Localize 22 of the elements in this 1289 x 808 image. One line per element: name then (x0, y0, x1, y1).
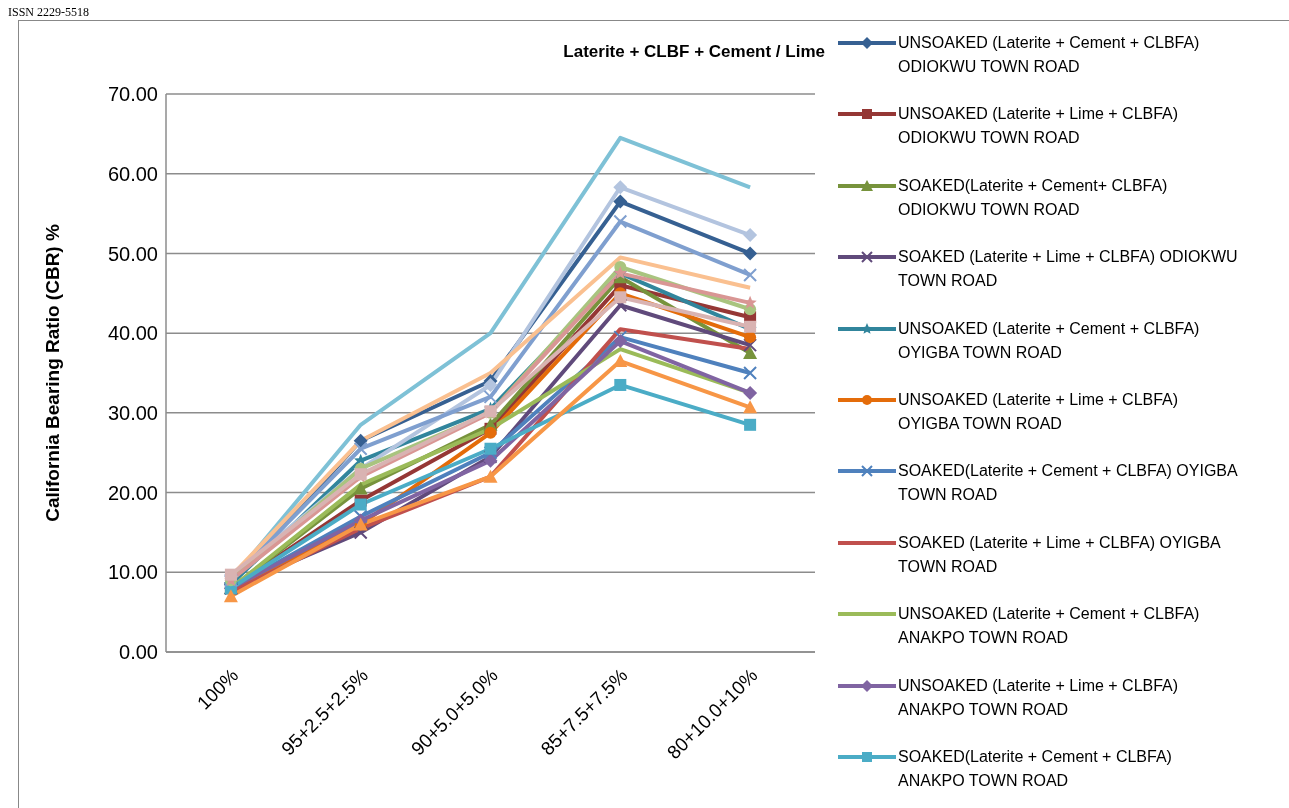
legend-label: SOAKED(Laterite + Cement+ CLBFA) ODIOKWU TOWN ROAD (898, 175, 1169, 220)
y-tick-label: 50.00 (107, 242, 158, 265)
legend-label: UNSOAKED (Laterite + Lime + CLBFA) OYIGBA TOWN ROAD (898, 389, 1180, 434)
legend-label: SOAKED (Laterite + Lime + CLBFA) OYIGBA TOWN ROAD (898, 532, 1222, 577)
legend-label: SOAKED (Laterite + Lime + CLBFA) ODIOKWU TOWN ROAD (898, 247, 1238, 292)
legend-label: UNSOAKED (Laterite + Cement + CLBFA) ODIOKWU TOWN ROAD (898, 33, 1201, 77)
y-axis-title: California Bearing Ratio (CBR) % (41, 224, 63, 522)
y-tick-label: 0.00 (119, 641, 158, 664)
y-tick-label: 20.00 (107, 481, 158, 504)
legend-label: UNSOAKED (Laterite + Lime + CLBFA) ODIOKWU TOWN ROAD (898, 104, 1180, 149)
legend-label: UNSOAKED (Laterite + Cement + CLBFA) OYIGBA TOWN ROAD (898, 318, 1201, 363)
y-tick-label: 30.00 (107, 401, 158, 424)
legend-label: SOAKED(Laterite + Cement + CLBFA) OYIGBA TOWN ROAD (898, 461, 1238, 506)
legend-label: UNSOAKED (Laterite + Lime + CLBFA) ANAKPO TOWN ROAD (898, 675, 1180, 720)
text: ISSN 2229-5518 (8, 7, 90, 19)
y-tick-label: 70.00 (107, 83, 158, 106)
y-tick-label: 40.00 (107, 322, 158, 345)
legend-label: UNSOAKED (Laterite + Cement + CLBFA) ANAKPO TOWN ROAD (898, 604, 1201, 649)
legend-label: SOAKED(Laterite + Cement + CLBFA) ANAKPO TOWN ROAD (898, 746, 1173, 791)
y-tick-label: 10.00 (107, 561, 158, 584)
chart-title: Laterite + CLBF + Cement / Lime (562, 42, 825, 62)
y-tick-label: 60.00 (107, 162, 158, 185)
